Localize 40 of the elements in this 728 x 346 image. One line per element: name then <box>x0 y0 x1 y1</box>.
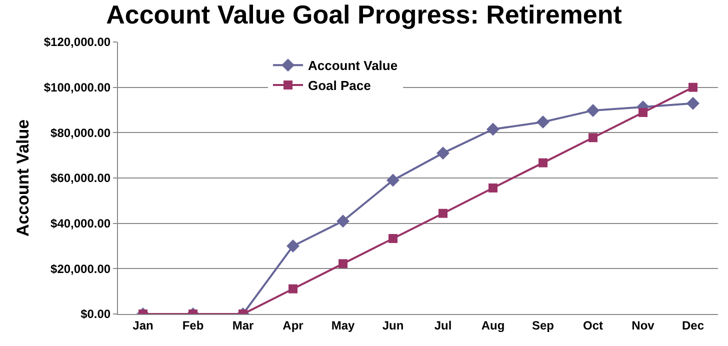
point <box>438 208 448 218</box>
point <box>338 259 348 268</box>
legend-label: Account Value <box>308 58 398 74</box>
point <box>686 96 700 110</box>
point <box>688 82 698 92</box>
point <box>638 108 648 117</box>
x-tick-label: Jan <box>132 318 154 332</box>
point <box>586 104 600 117</box>
point <box>486 122 500 136</box>
y-tick-label: $20,000.00 <box>50 262 111 276</box>
point <box>386 174 400 187</box>
x-tick-label: Jul <box>434 318 452 332</box>
point <box>488 183 498 192</box>
x-tick-label: Apr <box>282 318 304 332</box>
x-tick-label: May <box>331 318 355 332</box>
x-tick-label: Oct <box>582 318 604 332</box>
point <box>286 240 300 252</box>
point <box>536 116 550 129</box>
y-axis-title: Account Value <box>13 119 32 237</box>
x-tick-label: Aug <box>481 318 505 332</box>
y-tick-label: $60,000.00 <box>50 171 111 186</box>
y-tick-label: $80,000.00 <box>50 126 111 140</box>
legend-label: Goal Pace <box>308 78 371 94</box>
chart-title: Account Value Goal Progress: Retirement <box>106 0 622 30</box>
x-tick-label: Nov <box>632 318 655 332</box>
x-tick-label: Jun <box>382 318 404 332</box>
x-tick-label: Dec <box>682 318 704 332</box>
y-tick-label: $40,000.00 <box>50 216 111 231</box>
x-tick-label: Feb <box>182 318 204 332</box>
x-tick-label: Sep <box>532 318 554 332</box>
point <box>538 158 548 168</box>
y-tick-label: $0.00 <box>80 307 111 322</box>
point <box>588 133 598 142</box>
point <box>288 284 298 294</box>
point <box>436 146 450 160</box>
x-tick-label: Mar <box>232 318 254 332</box>
point <box>336 214 350 228</box>
y-tick-label: $120,000.00 <box>44 35 111 50</box>
point <box>388 234 398 244</box>
y-tick-label: $100,000.00 <box>44 80 111 95</box>
